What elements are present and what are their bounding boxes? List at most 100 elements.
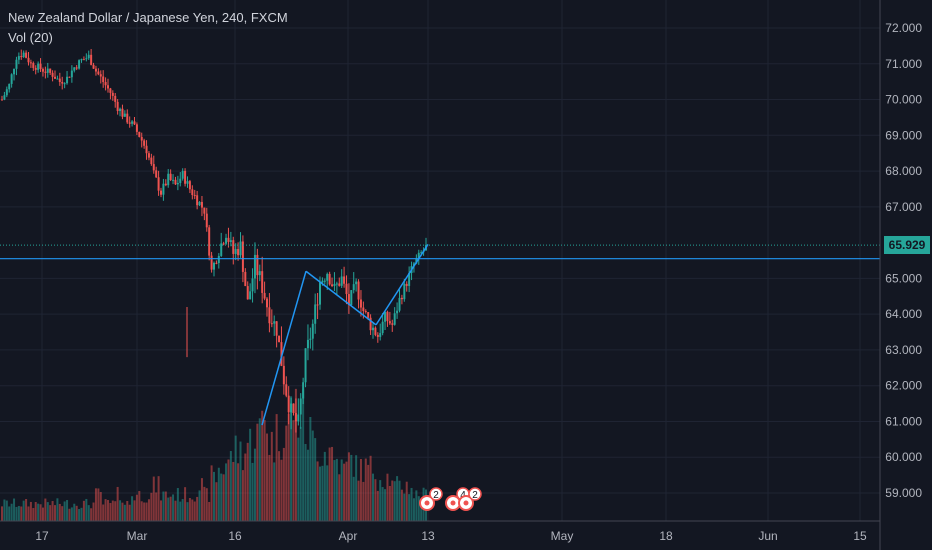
volume-bar — [188, 497, 191, 521]
candle-body — [396, 310, 399, 314]
candle-body — [306, 339, 309, 349]
candle-body — [374, 327, 377, 335]
volume-bar — [400, 489, 403, 521]
volume-indicator-label[interactable]: Vol (20) — [8, 30, 53, 45]
volume-bar — [417, 496, 420, 521]
volume-bar — [87, 505, 90, 521]
event-marker-1[interactable]: 2 — [419, 487, 443, 511]
candle-body — [241, 241, 244, 272]
volume-bar — [367, 464, 370, 521]
volume-bar — [268, 454, 271, 521]
candle-body — [157, 177, 160, 191]
last-price-label: 65.929 — [884, 236, 930, 255]
candle-body — [362, 307, 365, 311]
time-tick-label: 17 — [35, 529, 49, 543]
candle-body — [172, 179, 175, 181]
candle-body — [162, 183, 165, 195]
volume-bar — [172, 494, 175, 521]
candle-body — [131, 121, 134, 124]
time-axis[interactable]: 17 Mar 16 Apr 13 May 18 Jun 15 — [35, 529, 867, 543]
candle-body — [359, 299, 362, 308]
volume-bar — [128, 504, 131, 521]
candle-body — [275, 321, 278, 336]
volume-bar — [227, 459, 230, 521]
volume-bar — [116, 486, 119, 521]
volume-bar — [20, 506, 23, 521]
candle-body — [266, 298, 268, 308]
candle-body — [179, 178, 182, 183]
volume-bar — [316, 461, 319, 521]
volume-bar — [191, 499, 194, 521]
candle-body — [210, 255, 213, 270]
candle-body — [75, 67, 78, 69]
volume-bar — [63, 501, 66, 521]
volume-bar — [306, 449, 309, 521]
time-tick-label: May — [551, 529, 574, 543]
candle-body — [388, 321, 391, 324]
candle-body — [1, 99, 3, 101]
candle-body — [191, 189, 194, 196]
candle-body — [369, 317, 372, 331]
candle-body — [109, 88, 112, 93]
candle-body — [174, 179, 177, 185]
volume-bar — [309, 416, 312, 521]
volume-bar — [208, 501, 211, 521]
candle-body — [107, 85, 109, 89]
volume-bar — [299, 426, 302, 521]
event-marker-3[interactable]: 2 — [458, 487, 482, 511]
candle-body — [41, 69, 44, 72]
volume-bar — [326, 465, 329, 521]
candle-body — [92, 64, 95, 69]
trend-line-1[interactable] — [261, 271, 307, 426]
candle-body — [85, 58, 88, 60]
candle-body — [215, 262, 218, 264]
volume-bar — [372, 473, 374, 521]
candle-body — [150, 157, 153, 165]
price-tick-label: 68.000 — [885, 164, 922, 178]
volume-bar — [169, 496, 172, 521]
candle-body — [311, 323, 314, 339]
volume-bar — [37, 503, 40, 521]
volume-bar — [333, 460, 336, 521]
candle-body — [208, 227, 211, 256]
candle-body — [302, 382, 305, 399]
candle-body — [294, 412, 297, 422]
drawing-lines[interactable] — [0, 243, 880, 426]
candle-body — [27, 57, 30, 63]
volume-bar — [102, 504, 105, 521]
trend-line-3[interactable] — [375, 243, 429, 326]
volume-bar — [258, 418, 261, 521]
candle-body — [270, 323, 273, 325]
volume-bar — [121, 502, 124, 521]
candle-body — [386, 311, 389, 322]
trend-line-2[interactable] — [305, 270, 377, 326]
symbol-title[interactable]: New Zealand Dollar / Japanese Yen, 240, … — [8, 10, 288, 25]
volume-bar — [198, 490, 201, 521]
price-tick-label: 62.000 — [885, 379, 922, 393]
candle-body — [8, 83, 11, 90]
volume-bar — [234, 435, 237, 521]
volume-bar — [109, 503, 112, 521]
candle-body — [244, 271, 247, 287]
volume-bar — [266, 433, 268, 521]
candle-body — [393, 313, 396, 325]
volume-bar — [304, 444, 307, 521]
candle-body — [15, 59, 18, 69]
candle-body — [376, 334, 379, 337]
candle-body — [357, 281, 360, 300]
volume-bar — [217, 467, 220, 521]
volume-bar — [239, 441, 242, 521]
price-tick-label: 72.000 — [885, 21, 922, 35]
candle-body — [39, 63, 42, 70]
volume-bar — [155, 492, 158, 521]
volume-bar — [302, 389, 305, 521]
candle-body — [323, 280, 326, 282]
volume-bar — [32, 508, 35, 521]
candle-body — [237, 249, 240, 256]
candle-body — [290, 403, 293, 413]
time-tick-label: Apr — [339, 529, 358, 543]
price-tick-label: 59.000 — [885, 486, 922, 500]
price-axis[interactable]: 72.000 71.000 70.000 69.000 68.000 67.000 65.0… — [885, 21, 922, 500]
time-tick-label: 13 — [421, 529, 435, 543]
